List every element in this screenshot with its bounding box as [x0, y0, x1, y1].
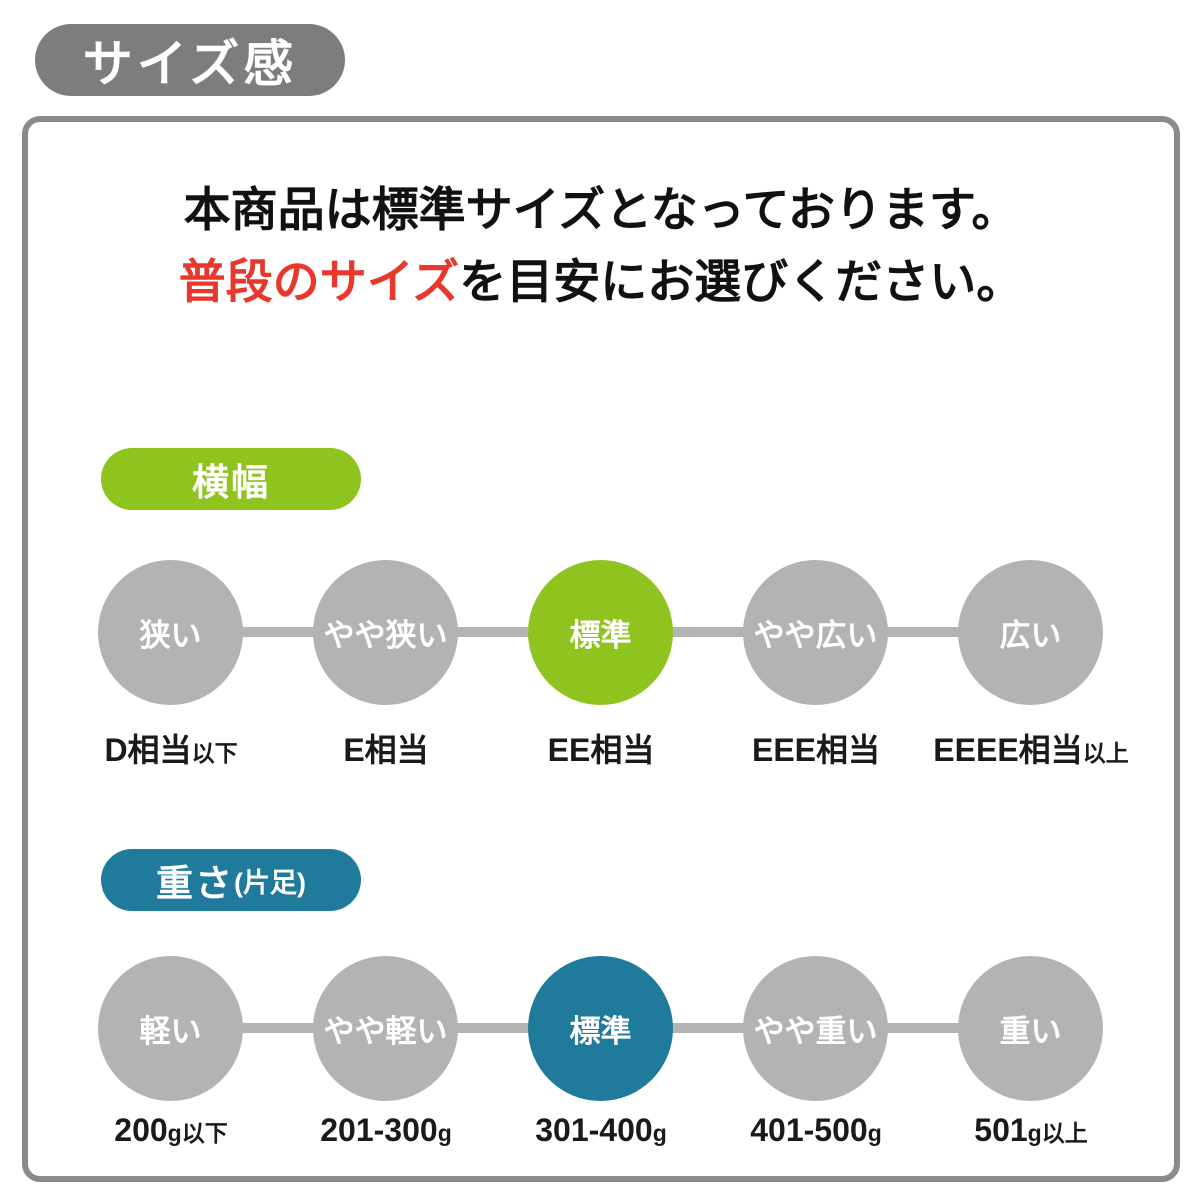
- weight-label-main: 301-400: [535, 1112, 653, 1148]
- weight-label-2: 301-400g: [486, 1112, 716, 1149]
- weight-label-suffix: g以上: [1027, 1120, 1088, 1146]
- width-pill: 横幅: [101, 448, 361, 510]
- weight-pill: 重さ (片足): [101, 849, 361, 911]
- weight-pill-label: 重さ: [156, 863, 234, 904]
- width-circle-label: 狭い: [139, 618, 202, 653]
- weight-circle-light: 軽い: [98, 956, 243, 1101]
- intro-line1: 本商品は標準サイズとなっております。: [183, 183, 1019, 236]
- weight-circle-label: やや軽い: [323, 1014, 448, 1049]
- weight-circle-slightly-heavy: やや重い: [743, 956, 888, 1101]
- width-label-4: EEEE相当以上: [916, 725, 1146, 771]
- weight-circle-slightly-light: やや軽い: [313, 956, 458, 1101]
- content-box: 本商品は標準サイズとなっております。 普段のサイズを目安にお選びください。 横幅…: [22, 116, 1180, 1182]
- width-label-2: EE相当: [486, 725, 716, 771]
- weight-pill-suffix: (片足): [234, 867, 306, 898]
- width-label-suffix: 以上: [1082, 740, 1129, 766]
- intro-line2-rest: を目安にお選びください。: [459, 255, 1024, 308]
- weight-circle-label: やや重い: [753, 1014, 878, 1049]
- width-label-main: E相当: [343, 732, 429, 768]
- weight-label-3: 401-500g: [701, 1112, 931, 1149]
- weight-label-suffix: g: [867, 1120, 882, 1146]
- width-circle-slightly-narrow: やや狭い: [313, 560, 458, 705]
- intro-text: 本商品は標準サイズとなっております。 普段のサイズを目安にお選びください。: [28, 174, 1174, 318]
- weight-circle-standard-active: 標準: [528, 956, 673, 1101]
- weight-label-1: 201-300g: [271, 1112, 501, 1149]
- width-circle-label: 広い: [999, 618, 1062, 653]
- width-circle-standard-active: 標準: [528, 560, 673, 705]
- weight-circle-label: 標準: [569, 1014, 632, 1049]
- width-label-0: D相当以下: [56, 725, 286, 771]
- width-label-main: EEEE相当: [933, 732, 1083, 768]
- width-pill-label: 横幅: [192, 462, 270, 503]
- width-circle-label: やや狭い: [323, 618, 448, 653]
- weight-circle-heavy: 重い: [958, 956, 1103, 1101]
- width-label-main: D相当: [104, 732, 192, 768]
- weight-label-main: 201-300: [320, 1112, 438, 1148]
- weight-label-0: 200g以下: [56, 1112, 286, 1149]
- width-label-3: EEE相当: [701, 725, 931, 771]
- width-circle-narrow: 狭い: [98, 560, 243, 705]
- weight-label-suffix: g: [437, 1120, 452, 1146]
- weight-label-suffix: g以下: [167, 1120, 228, 1146]
- weight-label-4: 501g以上: [916, 1112, 1146, 1149]
- width-circle-label: 標準: [569, 618, 632, 653]
- width-label-main: EE相当: [547, 732, 655, 768]
- weight-label-main: 401-500: [750, 1112, 868, 1148]
- width-circle-slightly-wide: やや広い: [743, 560, 888, 705]
- weight-label-main: 501: [974, 1112, 1028, 1148]
- width-label-suffix: 以下: [191, 740, 238, 766]
- weight-circle-label: 重い: [999, 1014, 1062, 1049]
- width-label-1: E相当: [271, 725, 501, 771]
- weight-label-suffix: g: [652, 1120, 667, 1146]
- width-circle-wide: 広い: [958, 560, 1103, 705]
- page-title-badge: サイズ感: [35, 24, 345, 96]
- width-circle-label: やや広い: [753, 618, 878, 653]
- page-title: サイズ感: [82, 36, 298, 92]
- weight-label-main: 200: [114, 1112, 168, 1148]
- width-label-main: EEE相当: [751, 732, 881, 768]
- weight-circle-label: 軽い: [139, 1014, 202, 1049]
- intro-line2-highlight: 普段のサイズ: [178, 255, 460, 308]
